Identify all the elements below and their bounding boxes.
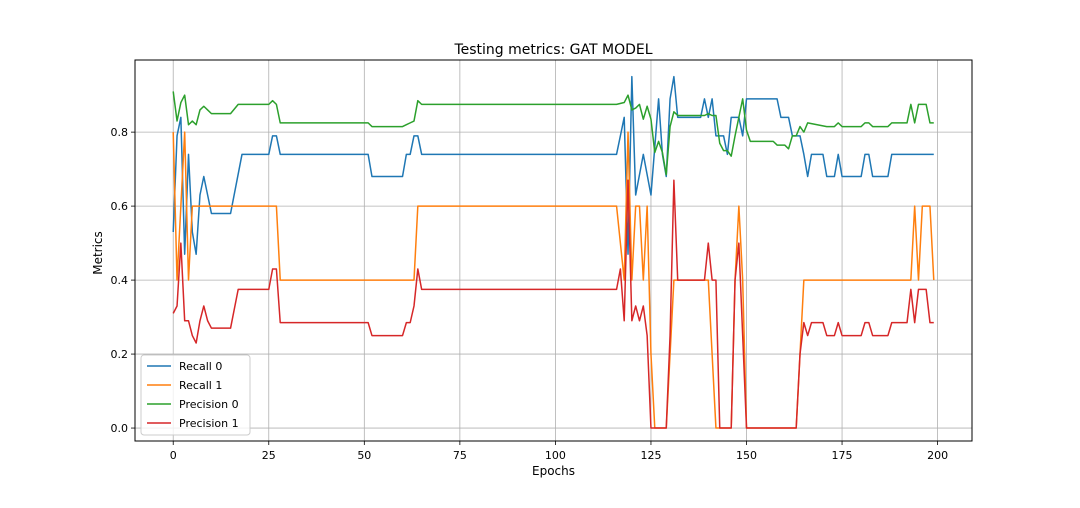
series-lines [172, 75, 935, 429]
y-tick-label: 0.2 [111, 348, 129, 361]
y-tick-label: 0.0 [111, 422, 129, 435]
x-tick-label: 200 [927, 449, 948, 462]
x-tick-label: 25 [262, 449, 276, 462]
x-tick-label: 50 [357, 449, 371, 462]
x-tick-label: 75 [453, 449, 467, 462]
axis-ticks: 0 25 50 75 100 125 150 175 200 0.0 0.2 0.4 0.6 0.8 [111, 126, 949, 462]
x-tick-label: 150 [736, 449, 757, 462]
y-tick-label: 0.4 [111, 274, 129, 287]
legend-label: Recall 1 [179, 379, 222, 392]
x-tick-label: 125 [640, 449, 661, 462]
x-tick-label: 0 [170, 449, 177, 462]
legend-label: Precision 1 [179, 417, 239, 430]
y-axis-label: Metrics [91, 231, 105, 275]
series-line-precision-1 [172, 179, 934, 429]
legend-box [140, 354, 251, 436]
x-tick-label: 175 [832, 449, 853, 462]
y-tick-label: 0.8 [111, 126, 129, 139]
plot-frame [134, 59, 973, 442]
series-line-precision-0 [172, 91, 934, 176]
chart-title: Testing metrics: GAT MODEL [453, 42, 652, 58]
legend: Recall 0 Recall 1 Precision 0 Precision 1 [140, 354, 251, 436]
legend-label: Precision 0 [179, 398, 239, 411]
series-line-recall-0 [172, 75, 934, 255]
y-tick-label: 0.6 [111, 200, 129, 213]
legend-label: Recall 0 [179, 360, 222, 373]
x-tick-label: 100 [545, 449, 566, 462]
x-axis-label: Epochs [532, 464, 575, 478]
